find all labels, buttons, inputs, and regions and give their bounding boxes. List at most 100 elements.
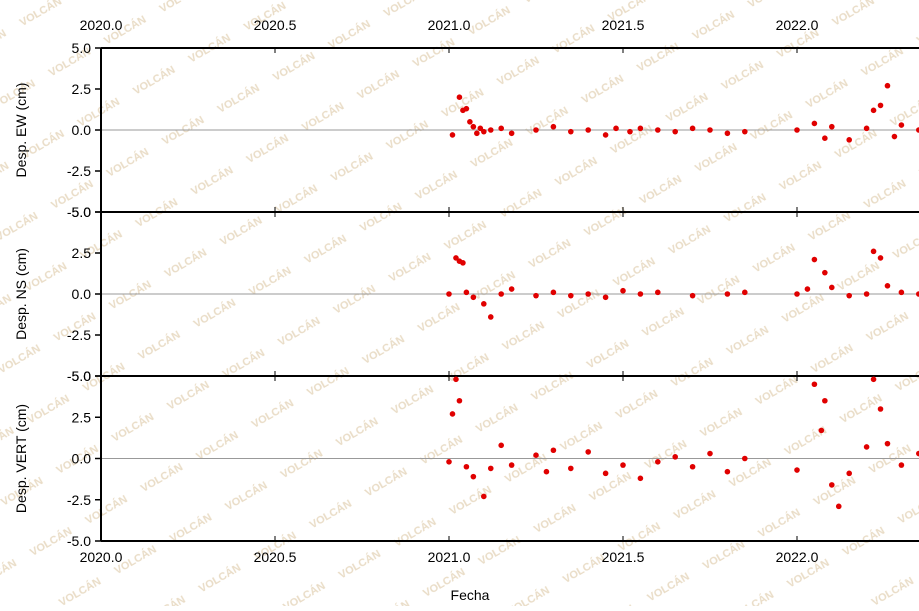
x-tick-label-bottom: 2020.5 <box>254 549 297 565</box>
data-point <box>568 292 574 299</box>
data-point <box>794 467 800 473</box>
data-point <box>627 128 633 135</box>
data-point <box>585 291 591 297</box>
data-point <box>835 503 842 510</box>
x-tick-label-bottom: 2022.0 <box>776 549 819 565</box>
data-point <box>829 123 835 130</box>
data-point <box>870 376 877 383</box>
data-point <box>846 292 852 299</box>
y-tick-label: -5.0 <box>67 368 91 384</box>
data-point <box>689 125 696 132</box>
data-point <box>822 135 828 141</box>
data-point <box>689 292 696 299</box>
data-point <box>898 289 905 296</box>
data-point <box>655 459 661 465</box>
data-point <box>453 376 459 383</box>
data-point <box>689 463 696 470</box>
data-point <box>884 82 891 89</box>
x-tick-label-top: 2021.0 <box>428 17 471 33</box>
data-point <box>550 447 557 454</box>
data-point <box>811 256 818 263</box>
data-point <box>846 470 852 477</box>
data-point <box>742 128 748 135</box>
data-point <box>585 449 591 455</box>
data-point <box>498 442 505 449</box>
data-point <box>620 462 626 468</box>
data-point <box>508 130 515 137</box>
data-point <box>863 125 870 132</box>
data-point <box>811 120 818 127</box>
data-point <box>550 123 557 130</box>
data-point <box>818 427 825 434</box>
data-point <box>877 255 884 261</box>
data-point <box>811 381 818 388</box>
data-point <box>508 286 515 292</box>
data-point <box>487 127 494 133</box>
data-point <box>724 468 731 475</box>
y-tick-label: 5.0 <box>72 204 92 220</box>
data-point <box>467 119 473 125</box>
data-point <box>829 482 835 488</box>
data-point <box>460 260 466 266</box>
data-point <box>655 127 661 133</box>
y-tick-label: -2.5 <box>67 163 91 179</box>
y-tick-label: -5.0 <box>67 533 91 549</box>
data-point <box>477 125 484 132</box>
data-point <box>655 289 661 296</box>
x-tick-label-top: 2020.5 <box>254 17 297 33</box>
data-point <box>568 465 574 472</box>
x-tick-label-bottom: 2021.0 <box>428 549 471 565</box>
data-point <box>877 406 884 412</box>
data-point <box>533 127 539 133</box>
x-tick-label-top: 2022.0 <box>776 17 819 33</box>
data-point <box>585 127 591 133</box>
data-point <box>916 291 919 297</box>
y-tick-label: 0.0 <box>72 122 92 138</box>
data-point <box>463 463 470 470</box>
data-point <box>707 127 713 133</box>
data-point <box>446 459 452 465</box>
data-point <box>794 127 800 133</box>
data-point <box>481 301 487 307</box>
y-tick-label: -2.5 <box>67 492 91 508</box>
data-point <box>877 102 884 109</box>
data-point <box>508 462 515 468</box>
data-point <box>637 125 644 132</box>
data-point <box>453 255 459 261</box>
data-point <box>742 289 748 296</box>
y-tick-label: 2.5 <box>72 81 92 97</box>
data-point <box>463 105 470 112</box>
data-point <box>863 291 870 297</box>
data-point <box>498 291 505 297</box>
data-point <box>822 397 828 404</box>
data-point <box>613 125 619 132</box>
data-point <box>870 248 877 255</box>
data-point <box>568 128 574 135</box>
data-point <box>891 133 898 140</box>
data-point <box>707 450 713 457</box>
data-point <box>470 294 477 301</box>
y-tick-label: 2.5 <box>72 245 92 261</box>
data-point <box>804 286 811 292</box>
data-point <box>620 287 626 294</box>
data-point <box>481 128 487 135</box>
x-tick-label-bottom: 2021.5 <box>602 549 645 565</box>
data-point <box>463 289 470 296</box>
y-tick-label: 5.0 <box>72 368 92 384</box>
data-point <box>884 440 891 447</box>
y-tick-label: 2.5 <box>72 409 92 425</box>
data-point <box>487 314 494 320</box>
data-point <box>822 269 828 276</box>
data-point <box>550 289 557 296</box>
data-point <box>672 128 678 135</box>
data-point <box>724 130 731 137</box>
data-point <box>533 292 539 299</box>
data-point <box>533 452 539 459</box>
data-point <box>446 291 452 297</box>
y-axis-label: Desp. NS (cm) <box>13 248 29 340</box>
data-point <box>898 462 905 468</box>
y-tick-label: 5.0 <box>72 40 92 56</box>
y-axis-label: Desp. EW (cm) <box>13 83 29 178</box>
